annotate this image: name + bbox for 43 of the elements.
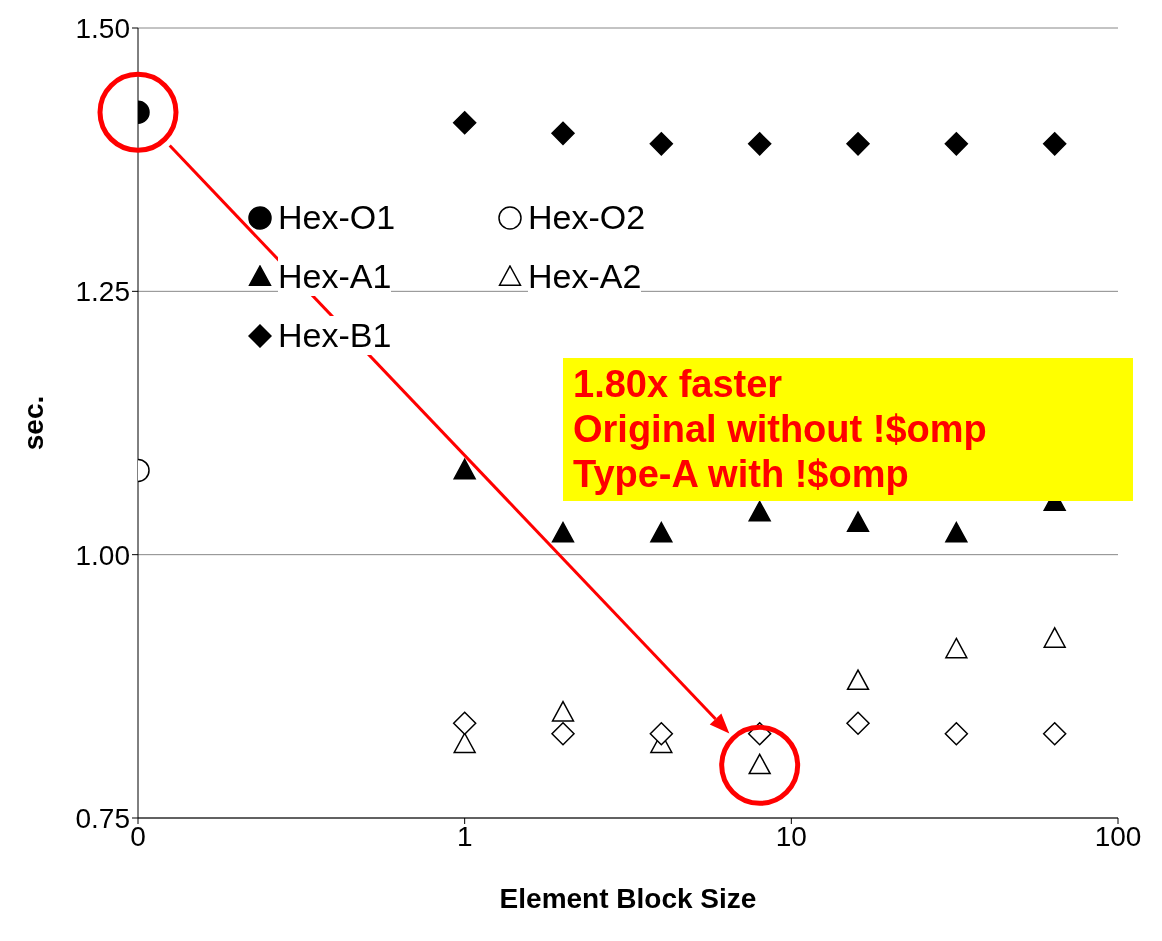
y-tick-label: 1.25 [75,276,130,308]
point [944,721,969,746]
point [453,458,476,480]
note-box: 1.80x faster Original without !$omp Type-A with !$omp [563,358,1133,501]
y-tick-label: 1.50 [75,12,130,44]
point [452,111,477,135]
legend-label: Hex-O2 [528,198,646,237]
legend-label: Hex-B1 [278,316,392,355]
point [747,132,772,156]
x-tick-label: 100 [1094,820,1142,852]
point [649,721,674,746]
legend-label: Hex-A1 [278,257,392,296]
point [944,132,969,156]
point [1042,132,1067,156]
y-axis-title: sec. [17,395,49,451]
point [551,121,575,146]
point [945,637,968,659]
legend-label: Hex-O1 [278,198,396,237]
point [846,669,870,691]
point [1043,627,1066,648]
legend-label: Hex-A2 [528,257,642,296]
point [551,700,575,722]
point [551,521,575,543]
point [452,711,477,735]
x-axis-title: Element Block Size [499,883,757,914]
point [551,721,575,746]
annotation: Original without !$omp [573,407,988,452]
point [453,732,476,754]
point [649,132,674,156]
point [748,500,771,522]
x-tick-label: 10 [775,820,807,852]
point [846,511,870,533]
y-tick-label: 0.75 [75,802,130,834]
x-tick-label: 0 [130,820,146,852]
point [945,521,968,543]
point [846,711,870,735]
annotation: 1.80x faster [573,362,784,407]
y-tick-label: 1.00 [75,539,130,571]
point [846,132,870,156]
point [650,521,673,543]
x-tick-label: 1 [456,820,473,852]
point [1042,721,1067,746]
annotation: Type-A with !$omp [573,452,910,497]
